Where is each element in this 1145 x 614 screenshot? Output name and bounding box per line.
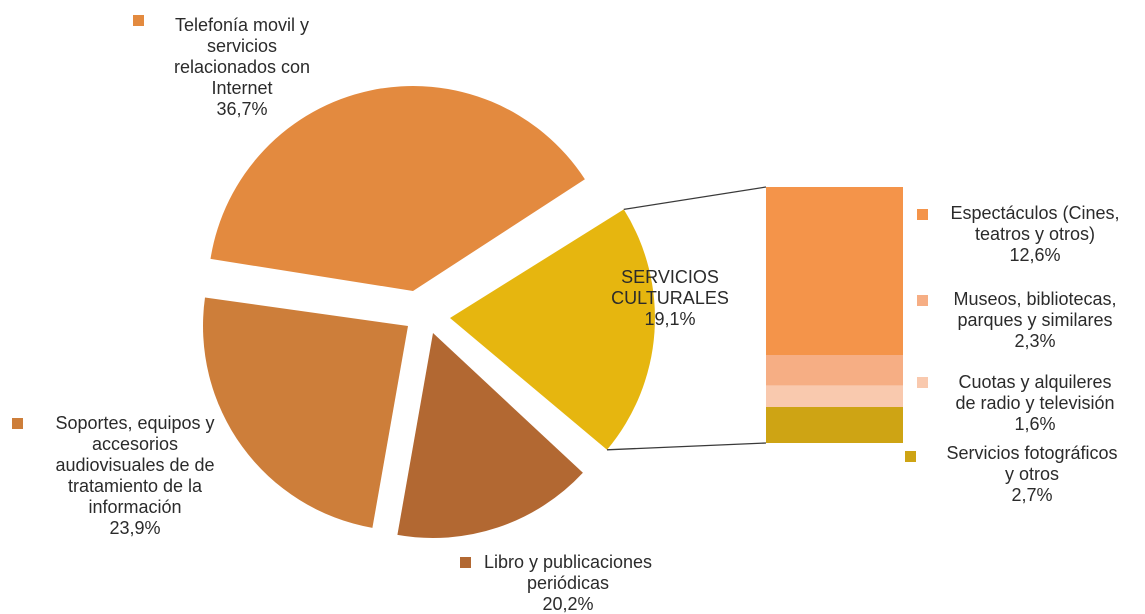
value-label: 2,3% bbox=[1014, 331, 1055, 351]
label-line: y otros bbox=[1005, 464, 1059, 484]
value-label: 23,9% bbox=[109, 518, 160, 538]
label-line: Servicios fotográficos bbox=[946, 443, 1117, 463]
label-line: Museos, bibliotecas, bbox=[953, 289, 1116, 309]
label-line: Telefonía movil y bbox=[175, 15, 309, 35]
breakdown-swatch-espectaculos-cines bbox=[917, 209, 928, 220]
label-line: tratamiento de la bbox=[68, 476, 203, 496]
label-line: parques y similares bbox=[957, 310, 1112, 330]
bar-segment-museos-bibliotecas bbox=[766, 355, 903, 386]
label-line: teatros y otros) bbox=[975, 224, 1095, 244]
label-line: información bbox=[88, 497, 181, 517]
label-line: relacionados con bbox=[174, 57, 310, 77]
value-label: 19,1% bbox=[644, 309, 695, 329]
label-line: servicios bbox=[207, 36, 277, 56]
label-line: Soportes, equipos y bbox=[55, 413, 214, 433]
label-line: periódicas bbox=[527, 573, 609, 593]
breakdown-labels: Espectáculos (Cines,teatros y otros)12,6… bbox=[905, 203, 1120, 505]
breakdown-connectors bbox=[606, 186, 767, 451]
label-line: accesorios bbox=[92, 434, 178, 454]
label-soportes-equipos-y-accesorios-audiovisuales-de-de-tratamiento-de-la-informacion: Soportes, equipos yaccesoriosaudiovisual… bbox=[55, 413, 214, 538]
legend-swatch-soportes-equipos-y bbox=[12, 418, 23, 429]
value-label: 2,7% bbox=[1011, 485, 1052, 505]
legend-swatch-libro-y-publicaciones bbox=[460, 557, 471, 568]
pie-wedges bbox=[203, 85, 655, 539]
bar-segment-espectaculos-cines bbox=[766, 187, 903, 355]
connector-bottom bbox=[606, 442, 767, 451]
breakdown-label-espectaculos-cines: Espectáculos (Cines,teatros y otros)12,6… bbox=[950, 203, 1119, 265]
label-line: SERVICIOS bbox=[621, 267, 719, 287]
value-label: 12,6% bbox=[1009, 245, 1060, 265]
label-line: Cuotas y alquileres bbox=[958, 372, 1111, 392]
breakdown-swatch-servicios-fotograficos bbox=[905, 451, 916, 462]
pie-slice-servicios-culturales bbox=[450, 209, 655, 450]
label-line: CULTURALES bbox=[611, 288, 729, 308]
breakdown-label-museos-bibliotecas: Museos, bibliotecas,parques y similares2… bbox=[953, 289, 1116, 351]
value-label: 36,7% bbox=[216, 99, 267, 119]
label-line: Libro y publicaciones bbox=[484, 552, 652, 572]
breakdown-bar bbox=[766, 187, 903, 443]
breakdown-swatch-cuotas-y-alquileres bbox=[917, 377, 928, 388]
breakdown-swatch-museos-bibliotecas bbox=[917, 295, 928, 306]
pie-slice-telefonia-movil-y-servicios-relacionados-con-internet bbox=[210, 85, 585, 291]
value-label: 20,2% bbox=[542, 594, 593, 614]
label-line: Internet bbox=[211, 78, 272, 98]
label-line: audiovisuales de de bbox=[55, 455, 214, 475]
legend-swatch-telefonia-movil-y bbox=[133, 15, 144, 26]
pie-slice-libro-y-publicaciones-periodicas bbox=[397, 333, 583, 539]
pie-slice-soportes-equipos-y-accesorios-audiovisuales-de-de-tratamiento-de-la-informacion bbox=[203, 297, 408, 528]
label-line: de radio y televisión bbox=[955, 393, 1114, 413]
connector-top bbox=[623, 186, 767, 211]
value-label: 1,6% bbox=[1014, 414, 1055, 434]
bar-segment-cuotas-y-alquileres bbox=[766, 385, 903, 407]
label-line: Espectáculos (Cines, bbox=[950, 203, 1119, 223]
bar-segment-servicios-fotograficos bbox=[766, 407, 903, 443]
